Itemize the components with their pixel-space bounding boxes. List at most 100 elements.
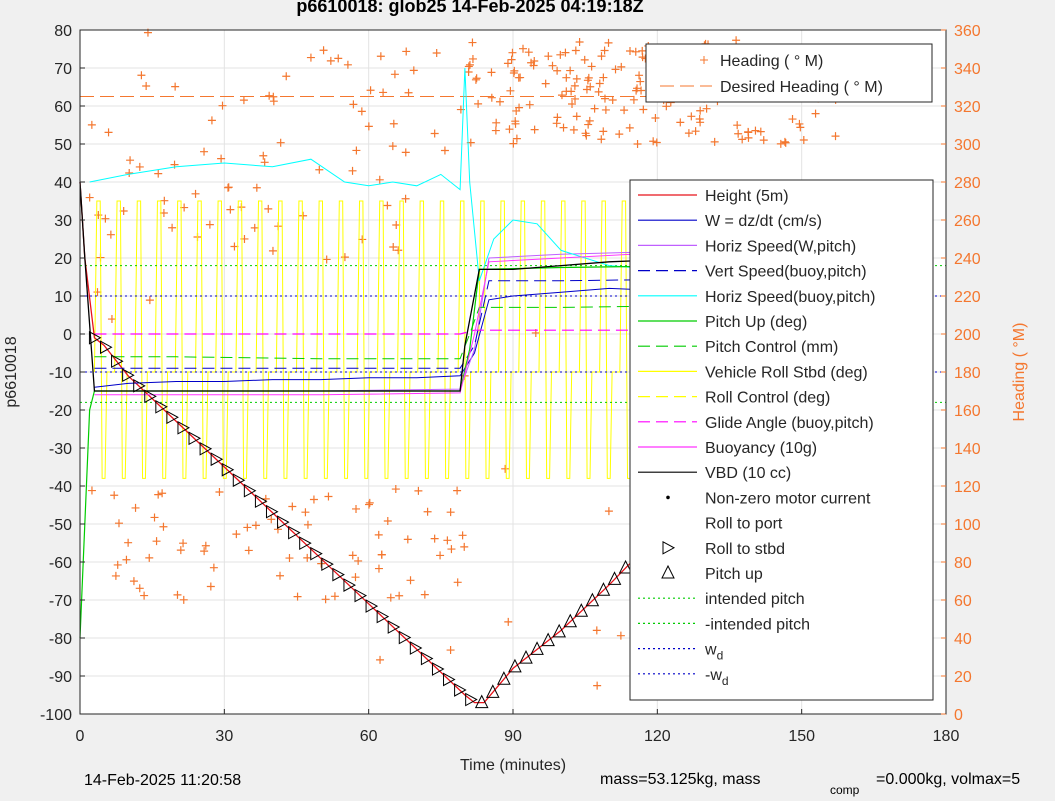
heading-marker	[617, 62, 626, 71]
heading-marker	[600, 94, 609, 103]
heading-marker	[530, 56, 539, 65]
legend-label: Height (5m)	[705, 188, 789, 205]
y-tick-label: -60	[49, 555, 72, 572]
heading-marker	[662, 102, 671, 111]
heading-marker	[525, 100, 534, 109]
roll-to-stbd-marker	[343, 578, 356, 592]
heading-marker	[684, 129, 693, 138]
heading-marker	[326, 56, 335, 65]
heading-marker	[626, 47, 634, 56]
roll-to-stbd-marker	[177, 420, 191, 435]
heading-marker	[599, 127, 608, 136]
heading-marker	[145, 553, 154, 562]
roll-to-stbd-marker	[277, 515, 290, 530]
heading-marker	[267, 515, 276, 524]
roll-to-stbd-marker	[111, 354, 124, 369]
heading-marker	[584, 120, 593, 129]
y-tick-label: 10	[54, 289, 72, 306]
heading-marker	[376, 52, 385, 61]
heading-marker	[93, 288, 102, 297]
y2-tick-label: 200	[954, 327, 981, 344]
heading-marker	[541, 79, 550, 88]
y2-tick-label: 120	[954, 479, 981, 496]
heading-marker	[491, 126, 500, 135]
y-tick-label: 20	[54, 251, 72, 268]
x-tick-label: 90	[504, 728, 522, 745]
heading-marker	[334, 54, 343, 63]
heading-marker	[303, 520, 312, 529]
heading-marker	[244, 546, 253, 555]
heading-marker	[599, 73, 608, 82]
heading-marker	[351, 573, 360, 582]
heading-marker	[509, 139, 518, 148]
heading-marker	[401, 148, 410, 157]
heading-marker	[691, 127, 700, 136]
heading-marker	[357, 107, 366, 116]
series-line-glide-angle-buoy-pitch-	[94, 329, 836, 335]
heading-marker	[215, 488, 224, 497]
legend-label: intended pitch	[705, 591, 805, 608]
roll-to-stbd-marker	[332, 567, 345, 582]
heading-marker	[590, 104, 599, 113]
heading-marker	[226, 205, 235, 214]
heading-marker	[354, 556, 363, 565]
heading-marker	[375, 175, 384, 184]
heading-marker	[468, 38, 477, 47]
heading-marker	[552, 119, 561, 128]
heading-marker	[349, 100, 358, 109]
heading-marker	[388, 142, 397, 151]
heading-marker	[135, 162, 144, 171]
heading-marker	[562, 73, 571, 82]
roll-to-stbd-marker	[310, 546, 323, 561]
heading-marker	[759, 136, 768, 145]
heading-marker	[495, 97, 504, 106]
y2-tick-label: 100	[954, 517, 981, 534]
roll-to-stbd-marker	[265, 504, 279, 519]
legend-label: Horiz Speed(buoy,pitch)	[705, 289, 875, 306]
heading-marker	[585, 116, 594, 125]
heading-marker	[600, 46, 609, 55]
roll-to-stbd-marker	[365, 599, 379, 613]
heading-marker	[390, 70, 399, 79]
heading-marker	[710, 137, 719, 146]
heading-marker	[440, 146, 449, 155]
y2-tick-label: 160	[954, 403, 981, 420]
roll-to-stbd-marker	[454, 683, 467, 697]
heading-marker	[200, 547, 209, 556]
heading-marker	[110, 491, 119, 500]
roll-to-stbd-marker	[221, 462, 235, 477]
mass-subscript-text: comp	[830, 783, 860, 797]
heading-marker	[137, 71, 146, 80]
heading-marker	[391, 485, 400, 494]
roll-to-stbd-marker	[199, 441, 213, 456]
heading-marker	[374, 564, 383, 573]
heading-marker	[503, 59, 512, 68]
heading-marker	[436, 551, 445, 560]
series-line-vert-speed-buoy-pitch-	[94, 278, 836, 369]
heading-marker	[158, 489, 167, 498]
heading-marker	[604, 507, 613, 516]
heading-marker	[282, 72, 291, 81]
heading-marker	[129, 577, 138, 586]
legend-label: Vert Speed(buoy,pitch)	[705, 264, 867, 281]
heading-marker	[597, 52, 606, 61]
heading-marker	[224, 183, 233, 192]
heading-marker	[633, 139, 642, 148]
roll-to-stbd-marker	[243, 483, 257, 498]
heading-marker	[406, 576, 415, 585]
heading-marker	[150, 513, 159, 522]
heading-marker	[508, 48, 517, 57]
heading-marker	[733, 121, 742, 130]
legend-label: Glide Angle (buoy,pitch)	[705, 415, 874, 432]
heading-marker	[142, 82, 151, 91]
heading-marker	[276, 571, 285, 580]
heading-marker	[561, 48, 570, 57]
y2-tick-label: 220	[954, 289, 981, 306]
y-tick-label: 80	[54, 23, 72, 40]
heading-marker	[687, 112, 696, 121]
roll-to-stbd-marker	[398, 630, 412, 645]
heading-marker	[519, 44, 528, 53]
heading-marker	[395, 591, 404, 600]
heading-marker	[239, 96, 248, 105]
heading-marker	[751, 126, 760, 135]
